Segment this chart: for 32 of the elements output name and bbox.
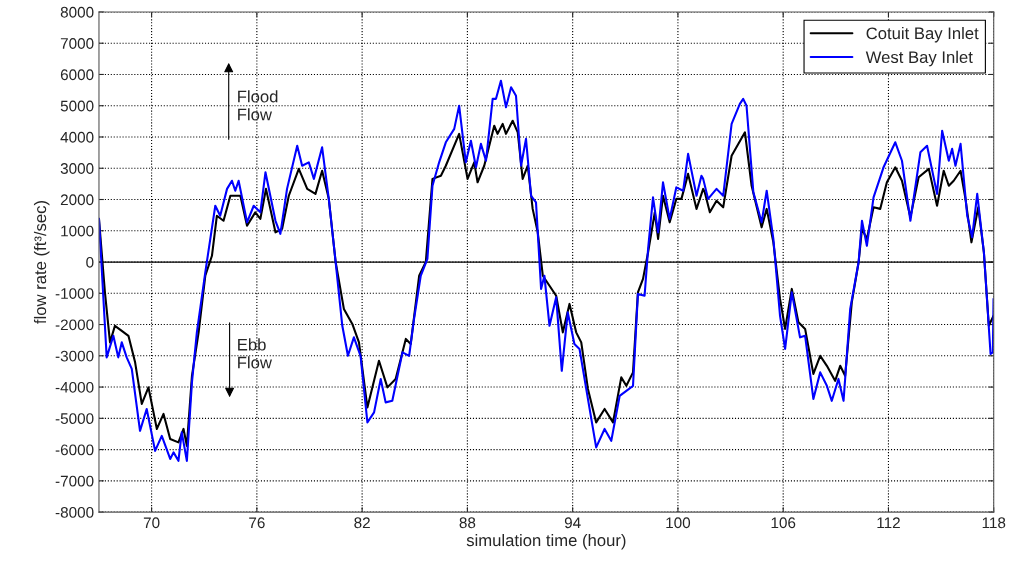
y-tick-label: 2000 — [60, 194, 94, 206]
annotation: Flood Flow — [238, 90, 278, 121]
x-tick-label: 106 — [771, 517, 796, 529]
y-axis-title: flow rate (ft³/sec) — [33, 201, 50, 324]
x-tick-label: 100 — [666, 517, 691, 529]
y-tick-label: -5000 — [55, 413, 94, 425]
y-tick-label: -8000 — [55, 506, 94, 518]
annotation: Ebb Flow — [238, 338, 272, 369]
y-tick-label: 6000 — [60, 69, 94, 81]
y-tick-label: 7000 — [60, 38, 94, 49]
x-tick-label: 76 — [249, 517, 265, 529]
y-tick-label: -3000 — [55, 350, 94, 362]
x-tick-label: 94 — [564, 517, 581, 529]
y-tick-label: -7000 — [55, 475, 94, 487]
y-tick-label: 0 — [86, 256, 94, 268]
x-axis-title: simulation time (hour) — [466, 533, 626, 550]
y-tick-label: -1000 — [55, 288, 94, 299]
x-tick-label: 70 — [143, 517, 160, 529]
y-tick-label: -2000 — [55, 319, 94, 331]
y-tick-label: 3000 — [60, 163, 94, 174]
legend-label: West Bay Inlet — [865, 50, 973, 67]
x-tick-label: 88 — [459, 517, 476, 529]
y-tick-label: 1000 — [61, 225, 94, 237]
y-tick-label: 5000 — [60, 100, 94, 112]
x-tick-label: 118 — [982, 517, 1006, 529]
legend-label: Cotuit Bay Inlet — [866, 26, 979, 43]
y-tick-label: -6000 — [55, 444, 94, 456]
x-tick-label: 82 — [354, 517, 370, 529]
x-tick-label: 112 — [877, 517, 900, 529]
y-tick-label: -4000 — [55, 381, 94, 393]
y-tick-label: 4000 — [60, 131, 94, 143]
y-tick-label: 8000 — [60, 6, 94, 18]
